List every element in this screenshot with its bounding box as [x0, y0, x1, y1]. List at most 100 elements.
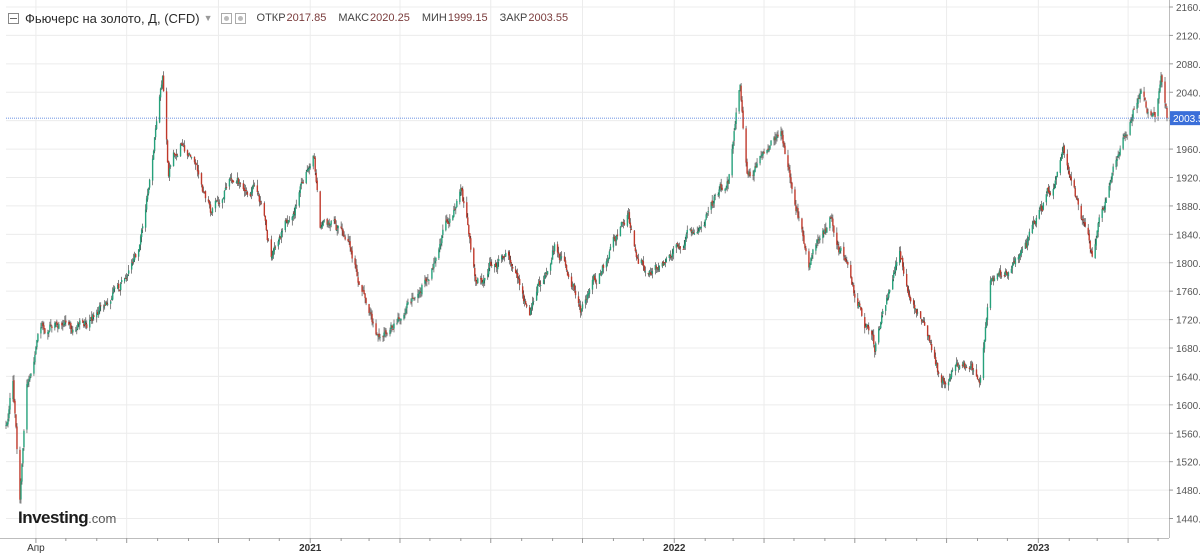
candle-body [1126, 134, 1128, 136]
candle-body [99, 305, 101, 311]
candle-body [302, 181, 304, 183]
candle-body [509, 255, 511, 260]
candle-body [152, 150, 155, 160]
chevron-down-icon[interactable]: ▼ [203, 13, 213, 23]
candle-body [721, 187, 723, 190]
candle-body [600, 271, 603, 276]
candle-body [650, 272, 653, 275]
candle-body [77, 323, 79, 329]
candle-body [316, 180, 318, 191]
candle-body [498, 259, 500, 262]
candle-body [334, 218, 336, 224]
candle-body [400, 318, 402, 321]
candle-body [808, 251, 810, 268]
candle-body [899, 251, 902, 260]
candle-body [825, 228, 827, 232]
candle-body [480, 278, 482, 280]
candle-body [997, 273, 1000, 275]
candle-body [733, 131, 735, 141]
candle-body [831, 217, 833, 219]
candle-body [242, 183, 245, 190]
candle-body [609, 246, 612, 251]
candle-body [21, 464, 23, 482]
candle-body [215, 200, 218, 203]
candle-body [166, 140, 169, 163]
candle-body [454, 208, 456, 210]
candle-body [586, 294, 589, 300]
candle-body [1094, 244, 1096, 259]
candle-body [812, 249, 814, 255]
candle-body [866, 324, 868, 327]
candle-body [179, 143, 182, 157]
candle-body [490, 261, 492, 266]
candle-body [155, 121, 158, 130]
candle-body [448, 222, 450, 224]
candle-body [961, 364, 964, 367]
candle-body [612, 237, 615, 248]
candle-body [399, 319, 401, 321]
candle-body [309, 166, 311, 169]
candle-body [777, 134, 779, 137]
candle-body [260, 203, 263, 205]
price-tick-label: 1440.0 [1176, 515, 1200, 526]
candle-body [274, 247, 277, 249]
candle-body [291, 216, 293, 221]
candle-body [446, 219, 448, 222]
candle-body [685, 234, 687, 240]
instrument-title[interactable]: Фьючерс на золото, Д, (CFD) [25, 10, 200, 26]
candle-body [8, 409, 10, 419]
candle-body [998, 270, 1001, 276]
candle-body [484, 277, 486, 281]
candle-body [1151, 115, 1153, 117]
candle-body [1159, 84, 1161, 92]
settings-icon[interactable] [220, 12, 232, 24]
candle-body [511, 267, 514, 269]
candle-body [1152, 113, 1154, 117]
chart-header: Фьючерс на золото, Д, (CFD) ▼ ОТКР 2017.… [8, 10, 580, 26]
candle-body [937, 372, 940, 374]
candle-body [878, 328, 880, 343]
candle-body [515, 272, 518, 275]
candle-body [662, 261, 665, 266]
collapse-toggle-icon[interactable] [8, 12, 19, 24]
candle-body [326, 218, 328, 225]
candle-body [902, 266, 905, 274]
candle-body [51, 326, 53, 329]
last-price-label: 2003.5 [1173, 114, 1200, 125]
visibility-icon[interactable] [234, 12, 246, 24]
candle-body [783, 142, 785, 147]
candle-body [354, 258, 356, 265]
candle-body [665, 258, 667, 263]
candle-body [546, 271, 549, 275]
candle-body [125, 276, 128, 278]
candle-body [929, 342, 932, 344]
candle-body [712, 202, 714, 205]
candle-body [97, 311, 99, 315]
candle-body [608, 251, 611, 259]
candle-body [951, 369, 954, 371]
candle-body [913, 304, 916, 309]
candle-body [893, 272, 895, 279]
candle-body [1013, 260, 1016, 264]
candle-body [620, 222, 623, 227]
candle-body [982, 347, 985, 379]
low-label: МИН [421, 12, 447, 24]
candle-body [407, 302, 409, 305]
candle-body [619, 226, 622, 237]
candle-body [427, 279, 429, 281]
price-tick-label: 1840.0 [1176, 230, 1200, 241]
candle-body [616, 234, 619, 237]
candle-body [193, 156, 196, 163]
candle-body [949, 375, 952, 380]
candle-body [790, 177, 792, 184]
candle-body [263, 203, 266, 216]
candle-body [836, 232, 838, 245]
candle-body [1112, 166, 1114, 172]
candle-body [126, 274, 129, 276]
candle-body [706, 213, 708, 215]
candle-body [295, 205, 297, 206]
candle-body [753, 170, 755, 176]
candle-body [328, 222, 330, 225]
